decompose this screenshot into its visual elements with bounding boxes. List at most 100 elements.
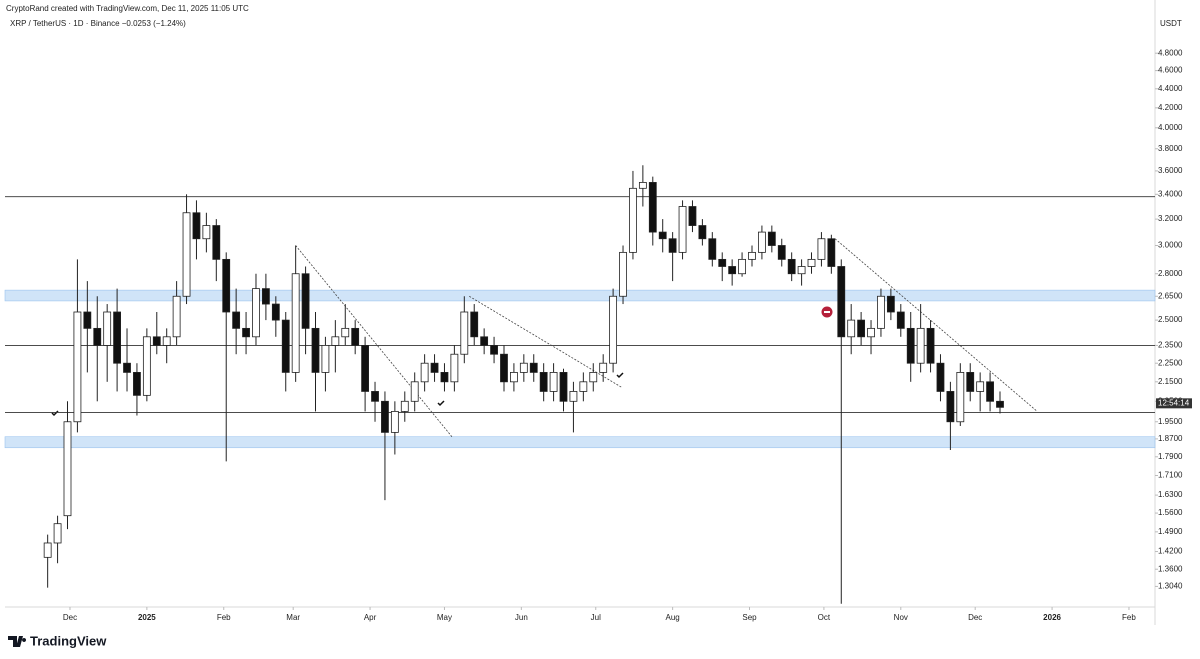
trend-line xyxy=(295,245,453,437)
candle-body xyxy=(619,251,627,297)
y-tick-label: 2.2500 xyxy=(1158,358,1183,367)
x-tick-label: Jun xyxy=(515,613,528,622)
candle-body xyxy=(73,311,82,423)
candle-body xyxy=(500,353,508,383)
x-tick-label: Feb xyxy=(217,613,231,622)
x-tick-label: May xyxy=(437,613,452,622)
y-tick-label: 1.9500 xyxy=(1158,417,1183,426)
candle-body xyxy=(996,400,1004,408)
y-tick-label: 3.2000 xyxy=(1158,214,1183,223)
candle-body xyxy=(460,311,469,355)
candle-body xyxy=(589,372,598,383)
candle-body xyxy=(956,372,965,423)
logo-text: TradingView xyxy=(30,633,107,648)
logo-icon xyxy=(8,636,27,647)
candle-body xyxy=(787,258,796,275)
x-tick-label: Feb xyxy=(1122,613,1136,622)
candle-body xyxy=(93,327,102,346)
candle-body xyxy=(83,311,92,329)
y-tick-label: 4.8000 xyxy=(1158,48,1183,57)
candle-body xyxy=(857,319,866,338)
candle-body xyxy=(777,245,786,260)
candle-body xyxy=(847,319,856,338)
y-tick-label: 4.0000 xyxy=(1158,123,1183,132)
y-tick-label: 4.6000 xyxy=(1158,66,1183,75)
credit: CryptoRand created with TradingView.com,… xyxy=(6,4,249,13)
x-tick-label: Mar xyxy=(286,613,300,622)
candle-body xyxy=(827,238,836,267)
candle-body xyxy=(371,391,379,402)
candle-body xyxy=(271,303,280,321)
candle-body xyxy=(430,362,439,373)
candle-body xyxy=(212,225,221,260)
candle-body xyxy=(172,295,181,338)
candle-body xyxy=(53,523,62,544)
candle-body xyxy=(986,381,994,402)
candle-body xyxy=(281,319,290,373)
candle-body xyxy=(351,327,360,346)
candle-body xyxy=(648,182,657,233)
support-zone xyxy=(4,436,1156,449)
candle-body xyxy=(708,238,717,260)
stop-icon-bar xyxy=(824,311,830,313)
candle-body xyxy=(688,206,697,226)
currency: USDT xyxy=(1160,19,1182,28)
candle-body xyxy=(400,400,409,412)
candle-body xyxy=(767,231,776,246)
y-tick-label: 1.3600 xyxy=(1158,564,1183,573)
x-tick-label: 2025 xyxy=(138,613,156,622)
candle-body xyxy=(579,381,588,392)
candle-body xyxy=(976,381,985,392)
candle-body xyxy=(867,327,875,338)
candle-body xyxy=(222,258,231,313)
candle-body xyxy=(410,381,419,402)
y-tick-label: 3.0000 xyxy=(1158,241,1183,250)
candle-body xyxy=(539,372,548,392)
candle-body xyxy=(301,273,310,329)
candle-body xyxy=(668,238,677,253)
y-tick-label: 3.4000 xyxy=(1158,189,1183,198)
candle-body xyxy=(262,288,270,305)
candle-body xyxy=(291,273,300,373)
candle-body xyxy=(718,258,727,267)
candle-body xyxy=(450,353,459,383)
y-tick-label: 1.4900 xyxy=(1158,527,1183,536)
candle-body xyxy=(837,266,846,338)
symbol-info: XRP / TetherUS · 1D · Binance −0.0253 (−… xyxy=(10,19,186,28)
y-tick-label: 2.1500 xyxy=(1158,377,1183,386)
candle-body xyxy=(63,421,72,517)
y-tick-label: 4.4000 xyxy=(1158,84,1183,93)
y-tick-label: 2.6500 xyxy=(1158,291,1183,300)
candle-body xyxy=(946,391,955,423)
y-tick-label: 1.6300 xyxy=(1158,490,1183,499)
candle-body xyxy=(113,311,121,364)
candle-body xyxy=(817,238,826,260)
candle-body xyxy=(638,182,647,189)
candle-body xyxy=(936,362,945,392)
candle-body xyxy=(926,327,935,364)
candle-body xyxy=(698,225,707,240)
y-tick-label: 3.6000 xyxy=(1158,166,1183,175)
candle-body xyxy=(142,336,151,396)
candle-body xyxy=(758,231,766,253)
x-tick-label: Dec xyxy=(968,613,982,622)
candle-body xyxy=(390,411,399,433)
candle-body xyxy=(192,212,201,240)
candle-body xyxy=(886,295,895,313)
y-tick-label: 1.7900 xyxy=(1158,452,1183,461)
candle-body xyxy=(629,187,637,253)
candle-body xyxy=(480,336,489,346)
candle-body xyxy=(678,206,687,253)
y-tick-label: 2.5000 xyxy=(1158,315,1183,324)
plot xyxy=(4,165,1156,604)
x-tick-label: Jul xyxy=(591,613,601,622)
y-tick-label: 3.8000 xyxy=(1158,144,1183,153)
candle-body xyxy=(807,258,816,267)
support-zone xyxy=(4,289,1156,302)
candle-body xyxy=(133,372,141,396)
candle-body xyxy=(609,295,618,364)
candle-body xyxy=(242,327,250,338)
check-icon xyxy=(437,400,445,407)
x-tick-label: Aug xyxy=(666,613,680,622)
